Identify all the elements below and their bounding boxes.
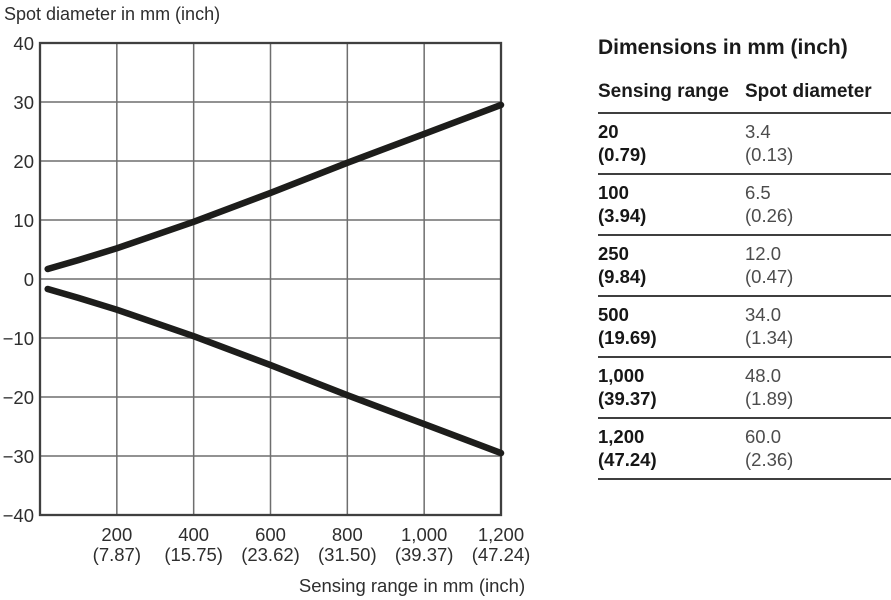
grid-lines	[40, 43, 501, 515]
y-tick-label: −20	[3, 387, 34, 408]
spot-mm-value: 60.0	[745, 426, 782, 447]
sensing-range-cell: 500 (19.69)	[598, 296, 745, 358]
x-tick-labels: 200(7.87) 400(15.75) 600(23.62) 800(31.50) 1…	[93, 524, 531, 565]
table-row: 1,200 (47.24) 60.0 (2.36)	[598, 418, 891, 480]
spot-diameter-cell: 3.4 (0.13)	[745, 113, 891, 175]
spot-diameter-chart: 40 30 20 10 0 −10 −20 −30 −40 200(7.87) 400(15.75)…	[3, 33, 531, 565]
x-tick-label-mm: 1,200	[478, 524, 524, 545]
range-mm-value: 20	[598, 121, 619, 142]
x-tick-label-mm: 400	[178, 524, 209, 545]
y-tick-label: −30	[3, 446, 34, 467]
spot-diameter-cell: 6.5 (0.26)	[745, 174, 891, 236]
spot-mm-value: 6.5	[745, 182, 771, 203]
spot-radius-lower-curve	[44, 285, 505, 457]
x-tick-label-mm: 800	[332, 524, 363, 545]
table-row: 1,000 (39.37) 48.0 (1.89)	[598, 357, 891, 419]
sensing-range-cell: 20 (0.79)	[598, 113, 745, 175]
range-inch-value: (3.94)	[598, 205, 647, 226]
x-tick-label-mm: 1,000	[401, 524, 447, 545]
spot-inch-value: (0.26)	[745, 205, 794, 226]
spot-inch-value: (1.89)	[745, 388, 794, 409]
spot-mm-value: 3.4	[745, 121, 771, 142]
range-inch-value: (39.37)	[598, 388, 657, 409]
spot-mm-value: 12.0	[745, 243, 782, 264]
table-row: 500 (19.69) 34.0 (1.34)	[598, 296, 891, 358]
x-tick-label-mm: 200	[101, 524, 132, 545]
range-inch-value: (47.24)	[598, 449, 657, 470]
range-inch-value: (0.79)	[598, 144, 647, 165]
y-axis-title: Spot diameter in mm (inch)	[4, 4, 221, 24]
range-mm-value: 1,000	[598, 365, 645, 386]
range-inch-value: (9.84)	[598, 266, 647, 287]
range-mm-value: 250	[598, 243, 629, 264]
y-tick-label: 0	[24, 269, 34, 290]
spot-diameter-cell: 34.0 (1.34)	[745, 296, 891, 358]
spot-diameter-chart-block: Spot diameter in mm (inch) 40 30 20 10 0 −10 −…	[3, 4, 531, 596]
range-mm-value: 500	[598, 304, 629, 325]
table-row: 100 (3.94) 6.5 (0.26)	[598, 174, 891, 236]
sensing-range-cell: 1,200 (47.24)	[598, 418, 745, 480]
spot-mm-value: 48.0	[745, 365, 782, 386]
spot-radius-upper-curve	[44, 101, 505, 273]
y-tick-label: 10	[13, 210, 34, 231]
table-title: Dimensions in mm (inch)	[598, 36, 848, 59]
x-tick-label-mm: 600	[255, 524, 286, 545]
sensing-range-cell: 1,000 (39.37)	[598, 357, 745, 419]
range-mm-value: 1,200	[598, 426, 645, 447]
spot-diameter-cell: 60.0 (2.36)	[745, 418, 891, 480]
range-mm-value: 100	[598, 182, 629, 203]
y-tick-label: 40	[13, 33, 34, 54]
x-tick-label-inch: (31.50)	[318, 544, 377, 565]
spot-inch-value: (0.13)	[745, 144, 794, 165]
plot-frame	[38, 41, 503, 517]
y-tick-label: 30	[13, 92, 34, 113]
spot-inch-value: (0.47)	[745, 266, 794, 287]
x-tick-label-inch: (23.62)	[241, 544, 300, 565]
spot-diameter-cell: 48.0 (1.89)	[745, 357, 891, 419]
spot-inch-value: (1.34)	[745, 327, 794, 348]
x-tick-label-inch: (7.87)	[93, 544, 141, 565]
table-row: 20 (0.79) 3.4 (0.13)	[598, 113, 891, 175]
table-row: 250 (9.84) 12.0 (0.47)	[598, 235, 891, 297]
x-tick-label-inch: (39.37)	[395, 544, 454, 565]
x-axis-title: Sensing range in mm (inch)	[298, 575, 526, 596]
spot-inch-value: (2.36)	[745, 449, 794, 470]
y-tick-label: −10	[3, 328, 34, 349]
dimensions-table-panel: Dimensions in mm (inch) Sensing range Sp…	[598, 36, 891, 480]
x-tick-label-inch: (15.75)	[164, 544, 223, 565]
table-header-row: Sensing range Spot diameter	[598, 81, 891, 114]
col-header-spot-diameter: Spot diameter	[745, 81, 891, 114]
sensing-range-cell: 100 (3.94)	[598, 174, 745, 236]
spot-mm-value: 34.0	[745, 304, 782, 325]
y-tick-label: −40	[3, 505, 34, 526]
x-tick-label-inch: (47.24)	[472, 544, 531, 565]
spot-diameter-cell: 12.0 (0.47)	[745, 235, 891, 297]
sensing-range-cell: 250 (9.84)	[598, 235, 745, 297]
col-header-sensing-range: Sensing range	[598, 81, 745, 114]
y-tick-labels: 40 30 20 10 0 −10 −20 −30 −40	[3, 33, 34, 526]
y-tick-label: 20	[13, 151, 34, 172]
range-inch-value: (19.69)	[598, 327, 657, 348]
dimensions-table: Sensing range Spot diameter 20 (0.79) 3.…	[598, 81, 891, 480]
